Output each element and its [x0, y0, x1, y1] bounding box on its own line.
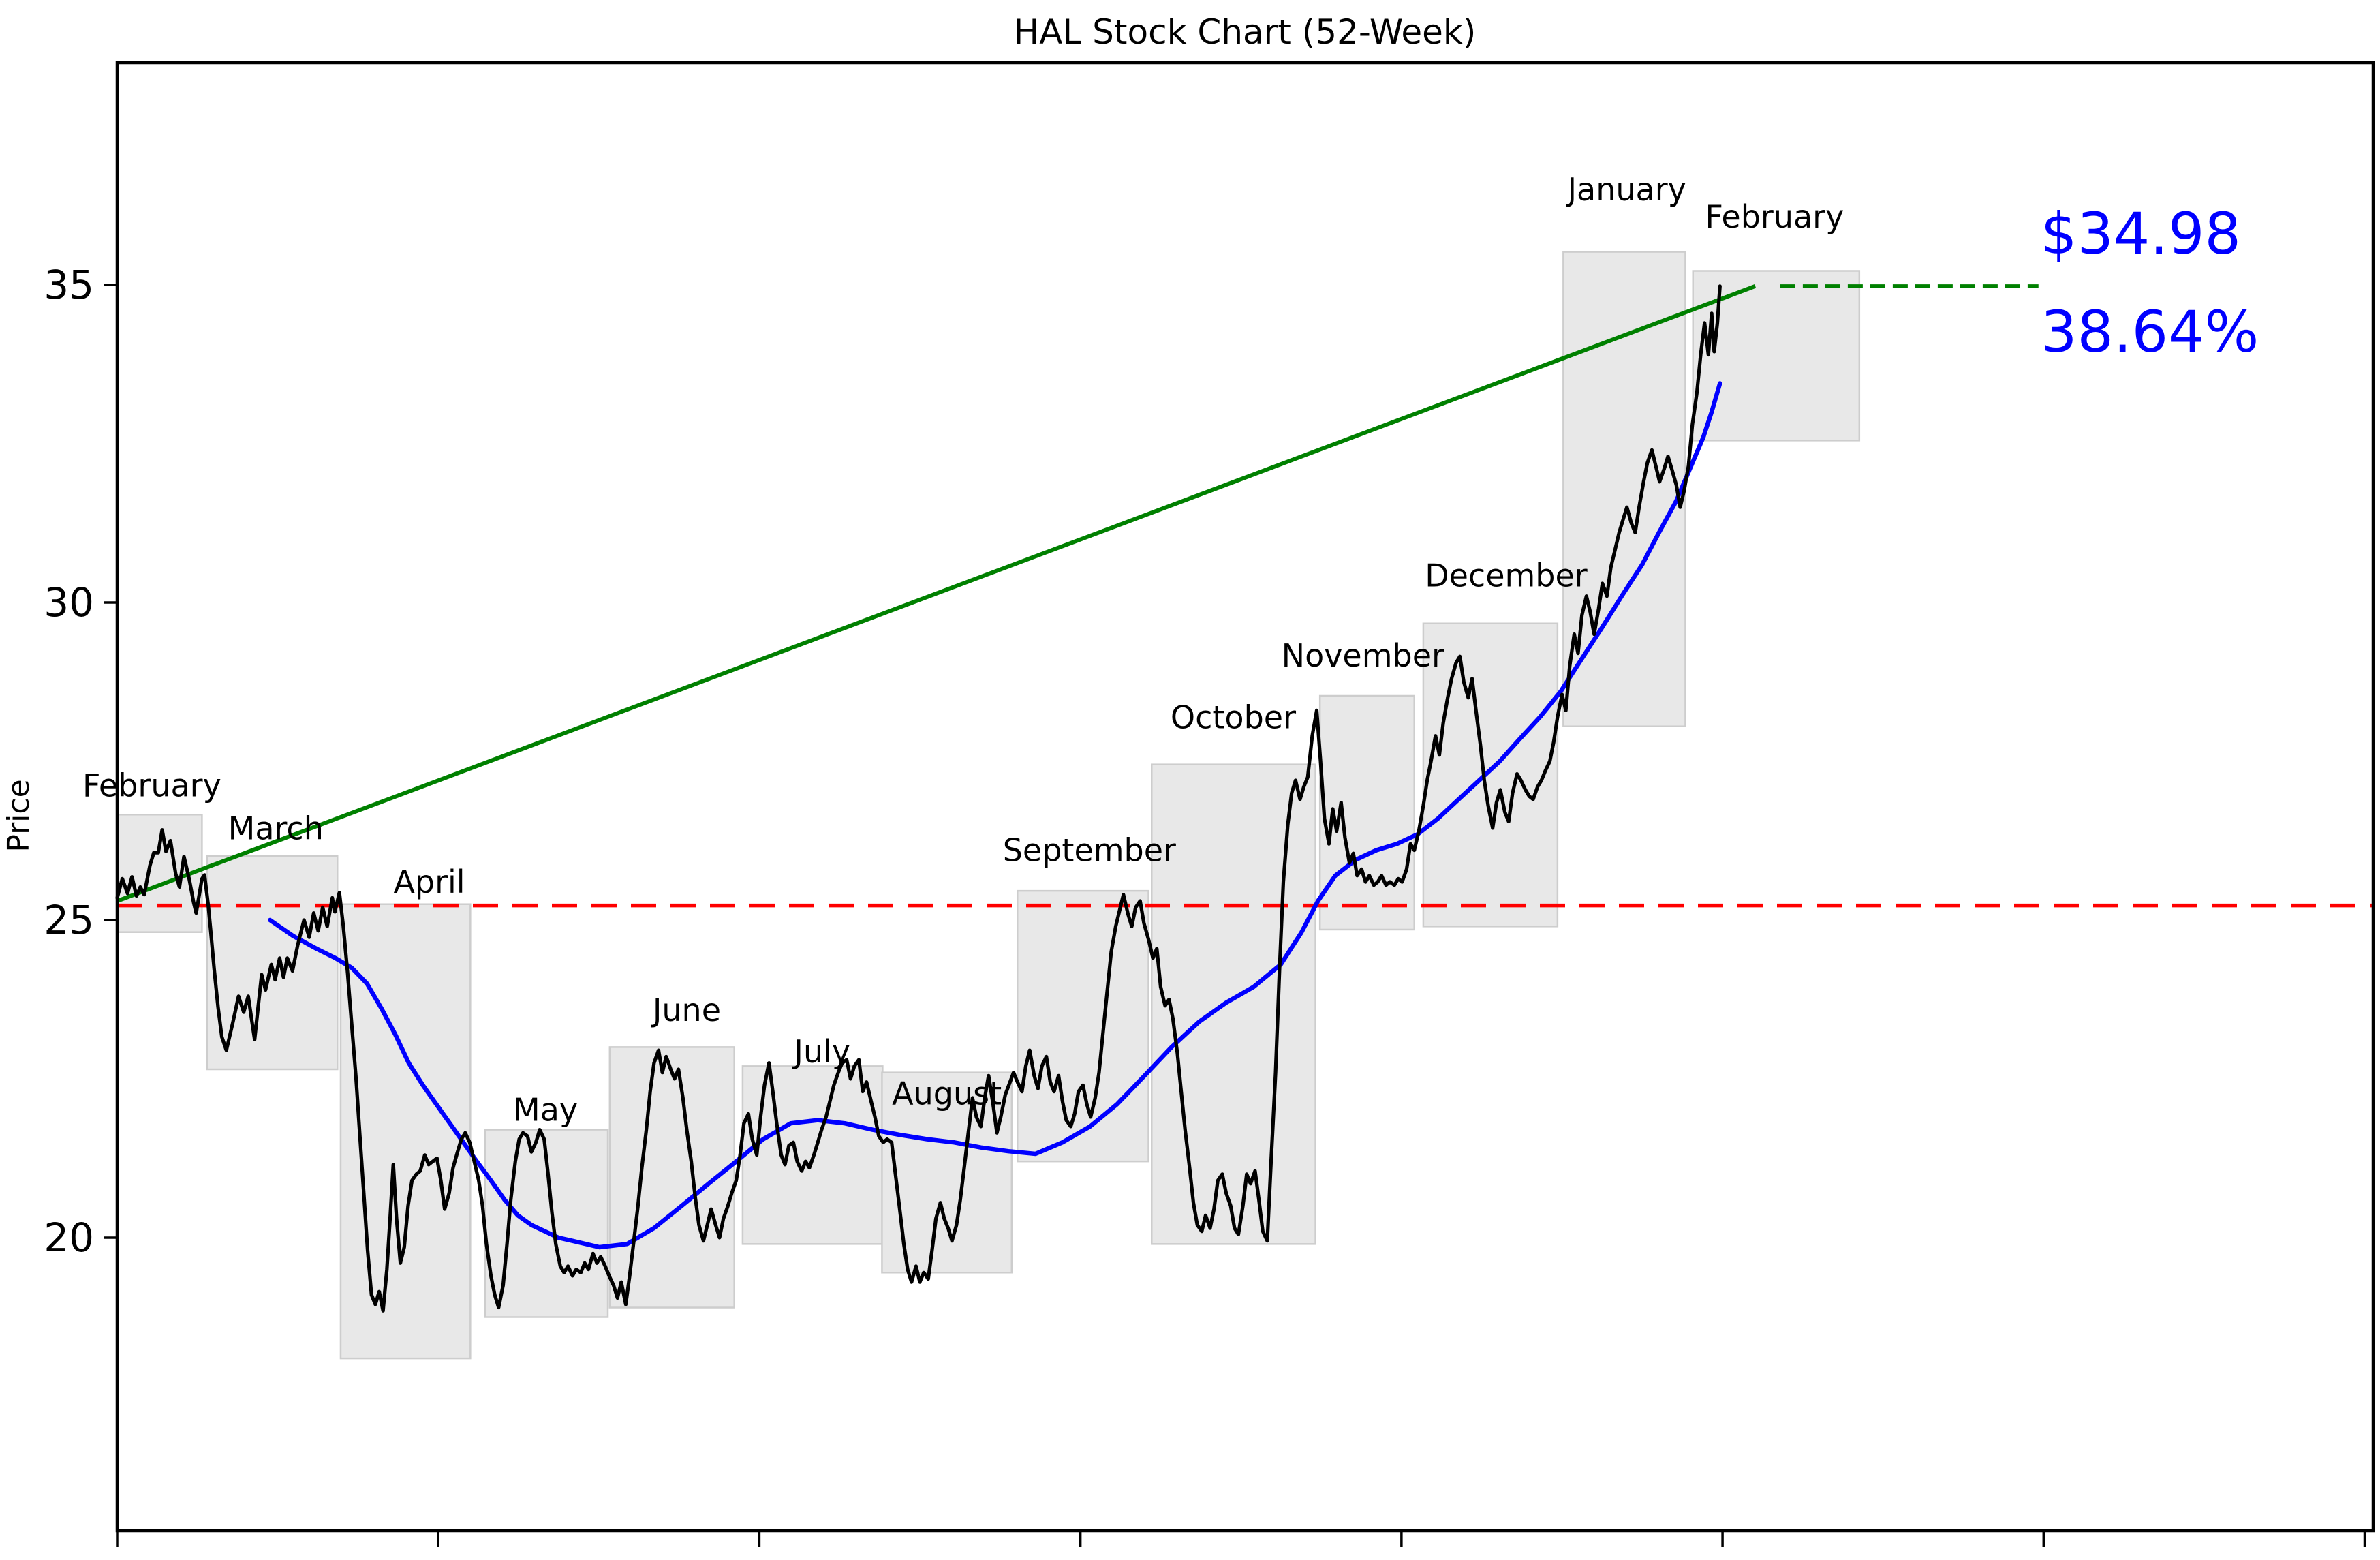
month-box-december: [1422, 622, 1559, 928]
month-box-october: [1151, 763, 1316, 1245]
price-annotation: $34.98: [2041, 200, 2241, 267]
month-box-january: [1562, 251, 1686, 727]
pct-change-annotation: 38.64%: [2041, 299, 2259, 365]
month-label-september: September: [1003, 831, 1176, 868]
month-label-august: August: [892, 1075, 1002, 1112]
y-tick-label-25: 25: [44, 897, 94, 943]
moving-average-line: [268, 381, 1722, 1250]
month-box-september: [1017, 889, 1149, 1163]
reference-lines-layer: [116, 284, 2374, 908]
plot-border: [115, 61, 2375, 1533]
month-label-october: October: [1171, 699, 1296, 736]
month-label-february: February: [1705, 198, 1844, 235]
month-label-may: May: [513, 1092, 578, 1129]
axis-layer: 20 25 30 35: [44, 61, 2375, 1547]
month-labels-layer: FebruaryMarchAprilMayJuneJulyAugustSepte…: [82, 171, 1844, 1128]
trend-line: [116, 284, 1757, 903]
y-axis-label: Price: [1, 779, 36, 852]
price-series-layer: [115, 284, 1722, 1313]
month-label-march: March: [228, 810, 324, 847]
month-label-july: July: [792, 1033, 850, 1070]
y-tick-label-20: 20: [44, 1214, 94, 1261]
month-box-november: [1318, 694, 1415, 931]
month-label-february: February: [82, 767, 221, 804]
chart-title: HAL Stock Chart (52-Week): [1014, 12, 1477, 52]
month-label-april: April: [393, 863, 465, 900]
y-tick-label-30: 30: [44, 579, 94, 626]
month-label-june: June: [651, 992, 721, 1028]
month-label-november: November: [1282, 637, 1444, 674]
month-label-december: December: [1425, 557, 1588, 594]
month-box-march: [206, 855, 339, 1071]
y-tick-label-35: 35: [44, 262, 94, 308]
month-label-january: January: [1565, 171, 1686, 208]
close-line: [115, 284, 1722, 1313]
